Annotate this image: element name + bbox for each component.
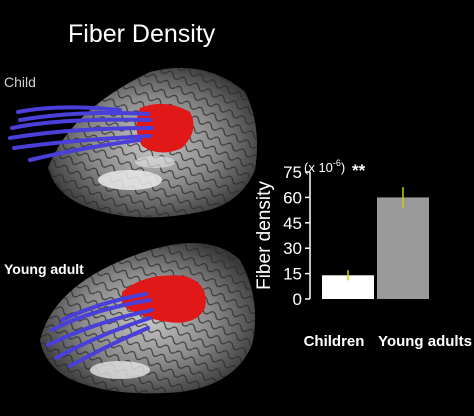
y-tick-label: 75 <box>283 163 302 182</box>
child-blue-fibers <box>8 105 154 162</box>
y-tick-label: 30 <box>283 239 302 258</box>
significance-marker: ** <box>352 161 366 180</box>
y-tick-label: 0 <box>293 290 302 309</box>
bar-children <box>322 275 374 299</box>
y-tick-label: 15 <box>283 265 302 284</box>
adult-brain-image <box>40 242 256 394</box>
child-panel-label: Child <box>4 74 36 90</box>
adult-panel-label: Young adult <box>4 261 84 277</box>
y-tick-label: 60 <box>283 188 302 207</box>
child-red-region <box>136 103 194 153</box>
child-brain-image <box>8 67 258 218</box>
y-scale-note: (x 10-6) <box>304 158 345 175</box>
fiber-density-bar-chart: 0 15 30 45 60 75 Fiber density (x 10-6) ** Ch… <box>254 158 472 350</box>
y-axis-title: Fiber density <box>254 181 275 290</box>
x-category-label: Young adults <box>378 333 472 350</box>
adult-blue-fibers <box>46 292 154 368</box>
x-category-label: Children <box>304 333 365 350</box>
figure-title: Fiber Density <box>68 20 216 48</box>
bar-young-adults <box>377 197 429 299</box>
y-tick-label: 45 <box>283 214 302 233</box>
